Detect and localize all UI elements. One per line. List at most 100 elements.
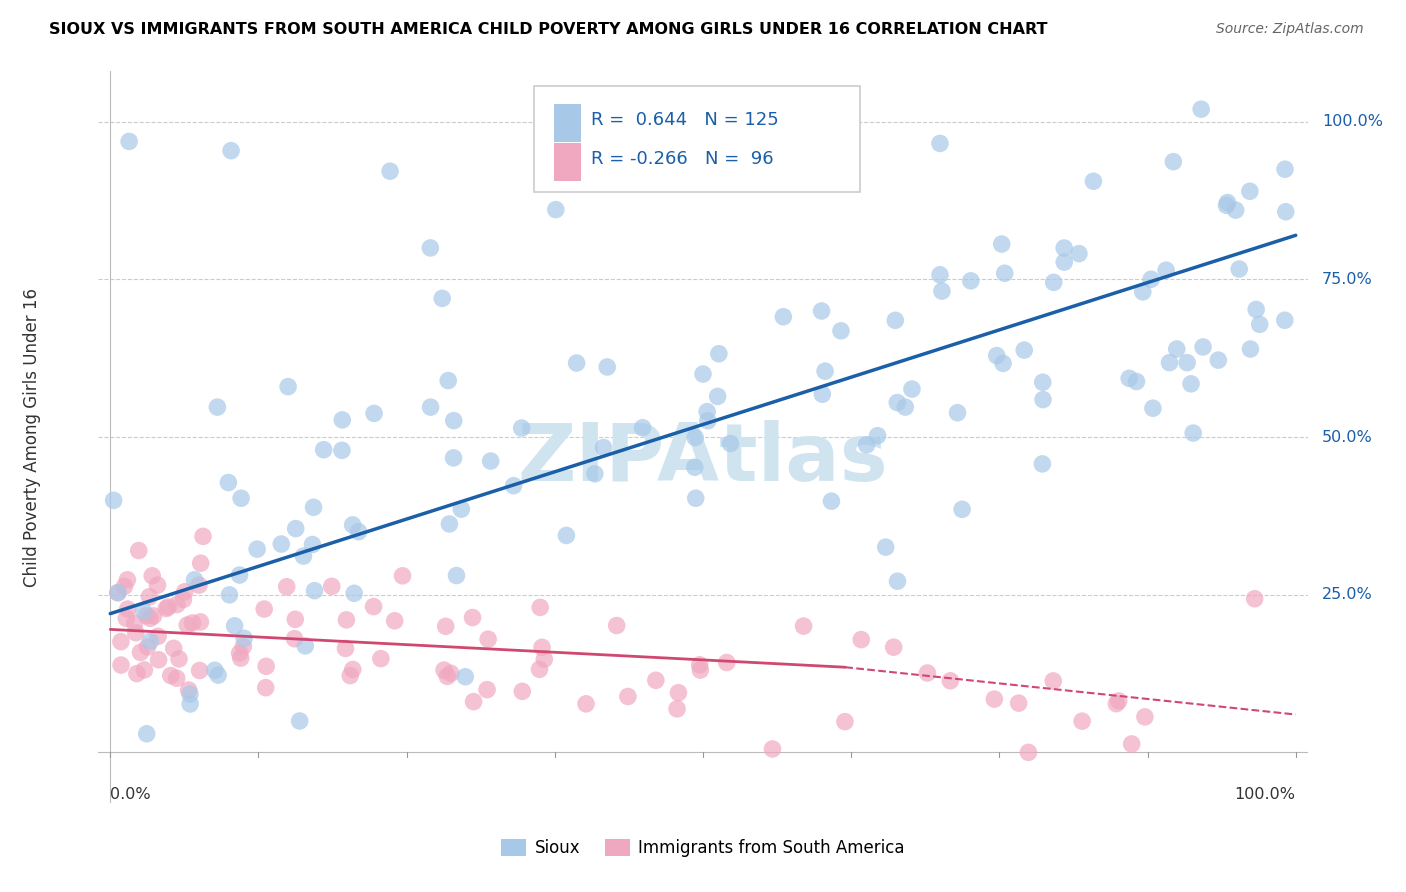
Point (1243, 591, 1265, 606)
Point (810, 304, 832, 318)
Point (342, 517, 364, 532)
Point (994, 266, 1017, 280)
Point (254, 659, 277, 673)
Point (886, 574, 908, 589)
Point (246, 542, 269, 557)
Point (304, 583, 326, 598)
Point (114, 579, 136, 593)
Point (931, 284, 953, 298)
Point (284, 632, 307, 646)
Point (991, 356, 1014, 370)
Point (1206, 353, 1229, 368)
Point (986, 349, 1008, 363)
Text: 25.0%: 25.0% (1322, 587, 1372, 602)
Point (1008, 696, 1031, 710)
Point (370, 651, 392, 665)
Point (1225, 203, 1247, 218)
Point (363, 406, 385, 420)
Point (1132, 285, 1154, 299)
Point (463, 695, 485, 709)
Point (1105, 697, 1128, 711)
Point (939, 673, 962, 688)
Point (437, 374, 460, 388)
Text: 50.0%: 50.0% (1322, 430, 1372, 444)
Point (1154, 263, 1177, 277)
Point (107, 585, 129, 599)
Point (166, 671, 188, 685)
Point (1182, 425, 1205, 440)
Point (434, 619, 457, 633)
Point (446, 568, 468, 582)
Point (617, 690, 640, 704)
Point (631, 421, 654, 435)
Point (855, 438, 877, 452)
Point (983, 692, 1005, 706)
Point (443, 414, 465, 428)
Point (565, 356, 588, 370)
Point (575, 697, 598, 711)
Text: ZIPAtlas: ZIPAtlas (517, 420, 889, 498)
Point (1133, 710, 1156, 724)
Point (1032, 376, 1054, 390)
Point (110, 634, 132, 648)
Bar (554, 104, 581, 143)
Point (284, 612, 307, 626)
Point (1175, 356, 1198, 370)
Point (301, 537, 323, 551)
Point (232, 640, 254, 654)
Point (1140, 272, 1163, 286)
Point (1108, 694, 1130, 708)
Point (188, 664, 211, 678)
Point (321, 579, 343, 593)
Point (531, 640, 554, 655)
Point (217, 475, 239, 490)
Point (443, 450, 465, 465)
Point (204, 663, 226, 677)
Point (384, 614, 406, 628)
Point (1042, 276, 1064, 290)
Point (288, 714, 311, 728)
Point (181, 615, 204, 630)
Point (1031, 457, 1053, 471)
Point (668, 686, 690, 700)
Point (391, 569, 413, 583)
Point (875, 540, 897, 554)
Point (477, 632, 499, 647)
Point (138, 590, 160, 604)
Point (218, 588, 240, 602)
Text: 75.0%: 75.0% (1322, 272, 1372, 287)
Point (419, 400, 441, 414)
Point (1216, 195, 1239, 210)
Point (814, 364, 837, 378)
Point (596, 359, 619, 374)
Point (696, 404, 718, 418)
Point (1159, 356, 1181, 370)
Point (433, 663, 456, 677)
Point (436, 669, 458, 683)
Point (190, 556, 212, 570)
Point (1239, 342, 1261, 356)
Point (1166, 342, 1188, 356)
Point (419, 241, 441, 255)
Point (172, 592, 194, 607)
Point (115, 611, 138, 625)
Point (141, 569, 163, 583)
Point (706, 389, 728, 403)
Point (1118, 371, 1140, 385)
Point (207, 668, 229, 682)
Text: SIOUX VS IMMIGRANTS FROM SOUTH AMERICA CHILD POVERTY AMONG GIRLS UNDER 16 CORREL: SIOUX VS IMMIGRANTS FROM SOUTH AMERICA C… (49, 22, 1047, 37)
Point (219, 144, 242, 158)
Point (229, 491, 252, 506)
Point (135, 608, 157, 623)
Point (363, 599, 385, 614)
Point (233, 632, 256, 646)
Point (1239, 184, 1261, 198)
Point (1121, 737, 1143, 751)
Point (330, 443, 353, 458)
Point (176, 618, 198, 632)
Point (207, 400, 229, 414)
Point (1274, 313, 1296, 327)
Point (929, 136, 952, 151)
Point (312, 442, 335, 457)
Point (107, 585, 129, 599)
